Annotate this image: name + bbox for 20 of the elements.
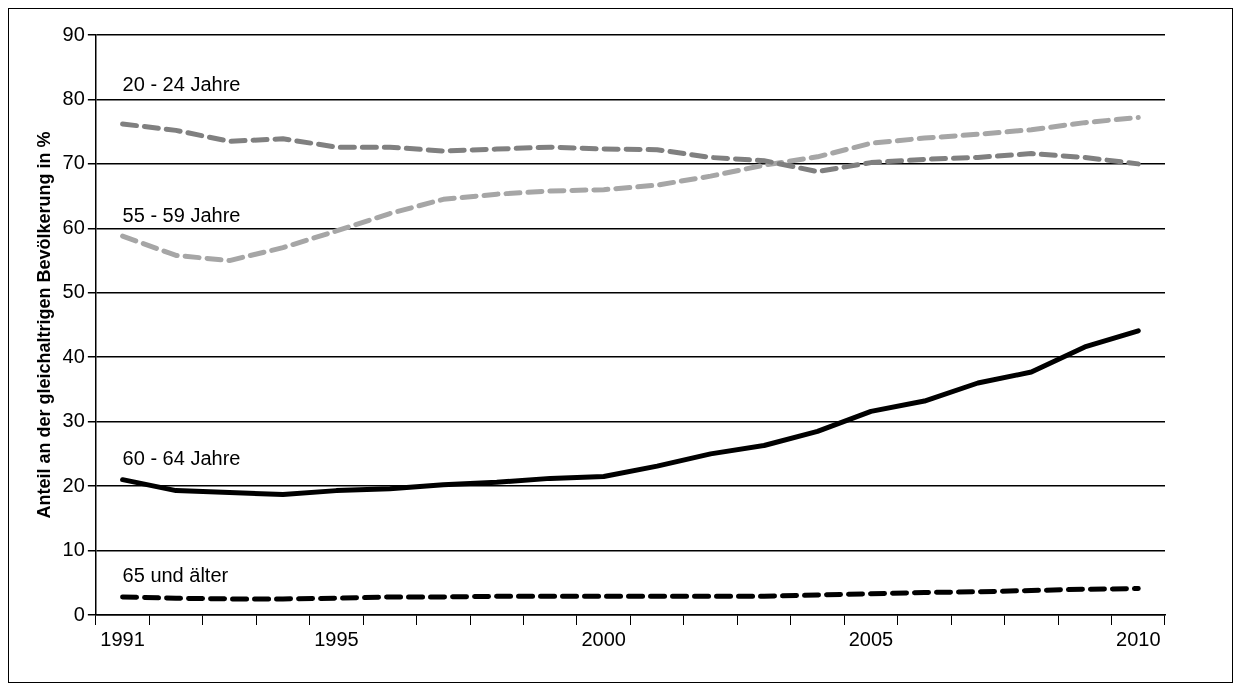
series-label: 65 und älter — [122, 564, 229, 587]
series-label: 55 - 59 Jahre — [122, 203, 241, 226]
y-tick-label: 10 — [62, 538, 85, 561]
x-tick-label: 2000 — [581, 627, 626, 650]
y-tick-label: 80 — [62, 86, 85, 109]
y-axis-title: Anteil an der gleichaltrigen Bevölkerung in % — [33, 131, 54, 519]
y-tick-label: 30 — [62, 409, 85, 432]
y-tick-label: 70 — [62, 151, 85, 174]
y-tick-label: 60 — [62, 215, 85, 238]
x-tick-label: 2010 — [1116, 627, 1161, 650]
y-tick-label: 90 — [62, 22, 85, 45]
x-tick-label: 2005 — [848, 627, 894, 650]
x-tick-label: 1991 — [100, 627, 145, 650]
y-tick-label: 20 — [62, 473, 85, 496]
series-label: 60 - 64 Jahre — [122, 447, 241, 470]
y-tick-label: 40 — [62, 344, 85, 367]
x-tick-label: 1995 — [314, 627, 359, 650]
y-tick-label: 0 — [73, 602, 85, 625]
series-label: 20 - 24 Jahre — [122, 72, 241, 95]
y-tick-label: 50 — [62, 280, 85, 303]
